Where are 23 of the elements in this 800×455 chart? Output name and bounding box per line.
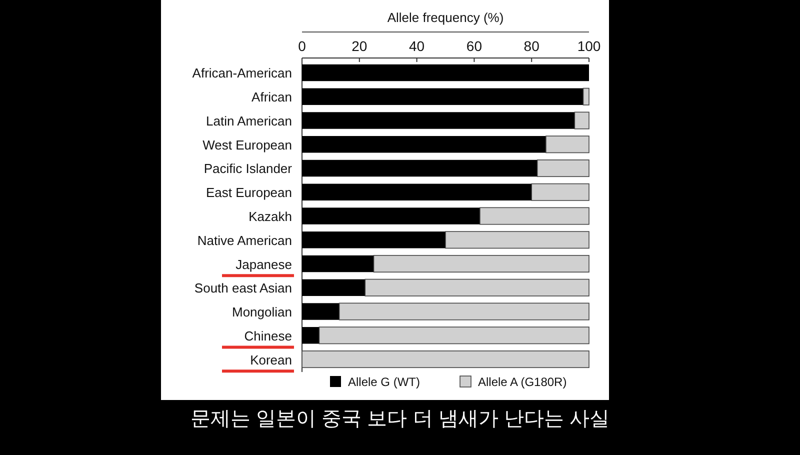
- legend-label: Allele A (G180R): [478, 375, 567, 389]
- y-tick-label: Kazakh: [248, 209, 292, 224]
- x-tick-label: 100: [577, 38, 601, 54]
- y-tick-label: East European: [206, 185, 292, 200]
- x-tick-label: 60: [466, 38, 482, 54]
- x-tick-label: 20: [352, 38, 368, 54]
- y-tick-label: Latin American: [206, 113, 292, 128]
- y-tick-label: Pacific Islander: [204, 161, 293, 176]
- y-tick-label: Mongolian: [232, 304, 292, 320]
- y-tick-label: African: [252, 90, 292, 105]
- x-tick-label: 80: [524, 38, 540, 54]
- x-axis-title: Allele frequency (%): [387, 10, 504, 25]
- text: 문제는 일본이 중국 보다 더 냄새가 난다는 사실: [190, 408, 610, 430]
- y-tick-label: Native American: [197, 232, 292, 248]
- x-tick-label: 0: [298, 38, 306, 54]
- legend-label: Allele G (WT): [348, 375, 420, 389]
- y-tick-label: Japanese: [236, 256, 292, 272]
- x-tick-label: 40: [409, 38, 425, 54]
- y-tick-label: Korean: [250, 352, 292, 368]
- y-tick-label: African-American: [192, 66, 292, 81]
- y-tick-label: West European: [202, 137, 292, 152]
- y-tick-label: South east Asian: [194, 280, 292, 296]
- y-tick-label: Chinese: [244, 328, 292, 344]
